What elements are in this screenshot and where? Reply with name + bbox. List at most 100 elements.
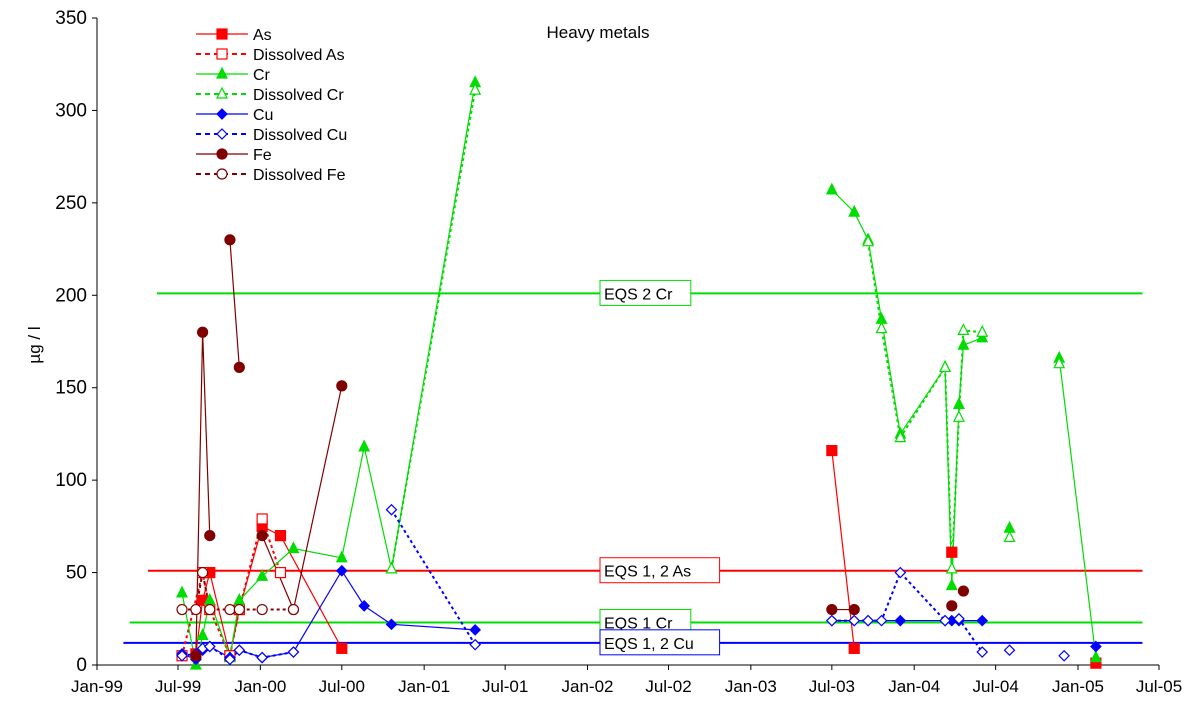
- dissolved-cr-point: [385, 561, 398, 574]
- dissolved-cr-point: [894, 430, 907, 443]
- dissolved-cr-point: [1053, 356, 1066, 369]
- x-tick-label: Jan-02: [562, 677, 614, 696]
- x-tick-label: Jan-99: [71, 677, 123, 696]
- reference-label-box: [599, 557, 721, 584]
- dissolved-fe-point: [224, 603, 236, 616]
- cu-point: [469, 624, 482, 636]
- fe-point: [233, 361, 245, 373]
- cr-point: [825, 182, 838, 195]
- dissolved-cr-point: [1003, 530, 1016, 543]
- dissolved-cr-point: [976, 324, 989, 337]
- legend-marker-fe: [216, 148, 228, 160]
- dissolved-fe-point: [233, 603, 245, 616]
- dissolved-fe-point: [287, 603, 300, 616]
- dissolved-cu-point: [176, 649, 188, 662]
- y-axis-label: µg / l: [25, 326, 44, 363]
- dissolved-cu-line: [181, 645, 294, 661]
- legend-label-dissolved-as: Dissolved As: [253, 47, 345, 64]
- as-point: [946, 546, 958, 558]
- reference-label-box: [599, 279, 692, 306]
- dissolved-cr-point: [939, 360, 952, 372]
- cu-point: [894, 614, 907, 627]
- dissolved-cu-point: [256, 651, 268, 664]
- dissolved-cu-point: [894, 566, 907, 579]
- reference-label: EQS 1 Cr: [604, 615, 673, 632]
- legend-label-as: As: [253, 27, 272, 44]
- legend-label-dissolved-cu: Dissolved Cu: [253, 127, 347, 144]
- dissolved-cu-point: [1003, 644, 1016, 657]
- dissolved-cu-point: [976, 646, 989, 658]
- cr-point: [945, 578, 958, 591]
- x-tick-label: Jan-00: [234, 677, 286, 696]
- x-tick-label: Jul-99: [155, 677, 201, 696]
- legend-label-dissolved-cr: Dissolved Cr: [253, 87, 344, 104]
- dissolved-fe-point: [190, 603, 202, 616]
- y-tick-label: 50: [66, 563, 87, 584]
- fe-point: [224, 234, 236, 246]
- fe-point: [197, 326, 209, 338]
- cr-point: [957, 337, 970, 350]
- reference-label: EQS 2 Cr: [604, 286, 673, 303]
- dissolved-cr-point: [875, 321, 888, 334]
- reference-label-box: [599, 629, 721, 656]
- fe-point: [204, 529, 216, 542]
- dissolved-cr-point: [945, 561, 958, 574]
- dissolved-cu-point: [1058, 649, 1070, 662]
- dissolved-cu-point: [233, 644, 246, 657]
- x-tick-label: Jan-05: [1052, 677, 1104, 696]
- legend-marker-cr: [216, 66, 228, 79]
- cr-point: [358, 439, 371, 452]
- dissolved-cu-point: [287, 646, 300, 658]
- as-point: [848, 642, 860, 654]
- as-point: [336, 642, 348, 654]
- as-line: [831, 450, 855, 649]
- cr-line: [1058, 358, 1097, 658]
- dissolved-cr-point: [469, 82, 482, 95]
- dissolved-cu-point: [848, 614, 861, 627]
- cr-point: [1089, 650, 1102, 663]
- x-tick-label: Jul-01: [482, 677, 528, 696]
- reference-label: EQS 1, 2 As: [604, 564, 691, 581]
- y-tick-label: 250: [55, 193, 87, 214]
- dissolved-cr-point: [952, 409, 965, 422]
- legend-label-cr: Cr: [253, 67, 271, 84]
- legend-marker-dissolved-fe: [216, 168, 228, 180]
- fe-point: [957, 585, 970, 597]
- dissolved-cu-line: [390, 509, 477, 646]
- dissolved-cr-point: [957, 323, 970, 336]
- dissolved-cr-line: [867, 241, 983, 569]
- cr-point: [196, 628, 209, 641]
- dissolved-as-point: [274, 566, 287, 579]
- fe-point: [190, 650, 202, 662]
- reference-label: EQS 1, 2 Cu: [604, 636, 694, 653]
- legend-marker-dissolved-cu: [216, 128, 228, 140]
- as-point: [826, 444, 838, 457]
- fe-point: [256, 529, 268, 542]
- legend-marker-dissolved-cr: [216, 86, 228, 99]
- dissolved-cu-point: [939, 614, 951, 627]
- reference-lines: [123, 292, 1143, 644]
- x-tick-label: Jan-04: [888, 677, 940, 696]
- legend-marker-cu: [216, 108, 228, 120]
- x-tick-label: Jul-02: [645, 677, 691, 696]
- y-tick-label: 100: [55, 470, 87, 491]
- dissolved-cu-point: [224, 653, 236, 666]
- dissolved-fe-point: [197, 566, 209, 579]
- cr-line: [831, 189, 983, 586]
- legend-label-cu: Cu: [253, 107, 273, 124]
- dissolved-cu-point: [203, 640, 216, 653]
- reference-labels: EQS 2 Cr EQS 1, 2 As EQS 1 Cr EQS 1, 2 Cu: [599, 279, 721, 656]
- series-markers: [176, 75, 1102, 670]
- legend-marker-dissolved-as: [216, 48, 228, 60]
- cr-point: [176, 585, 189, 598]
- dissolved-as-point: [256, 513, 268, 525]
- legend-marker-as: [216, 28, 228, 40]
- dissolved-cu-point: [385, 503, 398, 516]
- x-tick-label: Jul-03: [809, 677, 855, 696]
- dissolved-cu-point: [862, 614, 874, 627]
- cr-point: [256, 568, 269, 581]
- y-tick-label: 350: [55, 8, 87, 29]
- x-tick-label: Jan-01: [398, 677, 450, 696]
- cr-point: [287, 541, 300, 554]
- cu-point: [385, 618, 398, 631]
